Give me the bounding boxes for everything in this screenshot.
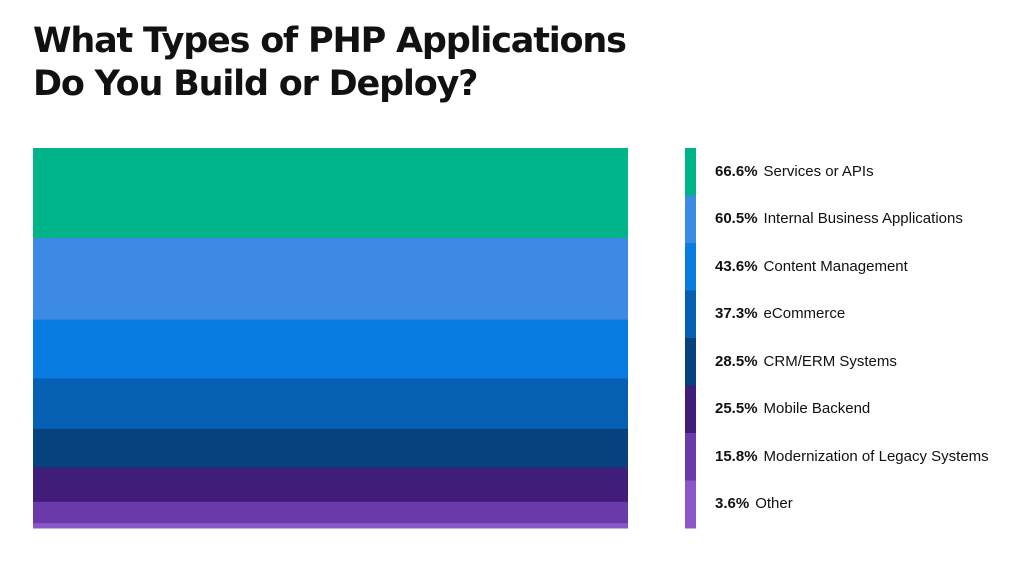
legend-swatch-content-management (685, 243, 696, 291)
legend-item-other: 3.6% Other (715, 494, 793, 514)
legend-item-mobile-backend: 25.5% Mobile Backend (715, 399, 870, 419)
legend-value: 3.6% (715, 495, 750, 513)
bar-segment-services-or-apis (33, 148, 628, 239)
legend-item-content-management: 43.6% Content Management (715, 257, 908, 277)
legend-label: eCommerce (763, 305, 846, 323)
legend-label: CRM/ERM Systems (763, 352, 897, 370)
legend-swatch-internal-business-applications (685, 195, 696, 244)
legend-label: Content Management (763, 257, 908, 275)
legend-value: 28.5% (715, 352, 758, 370)
legend-value: 37.3% (715, 305, 758, 323)
legend-label: Other (755, 495, 793, 513)
legend-label: Mobile Backend (763, 400, 871, 418)
bar-segment-crm-erm-systems (33, 428, 628, 468)
legend-item-internal-business-applications: 60.5% Internal Business Applications (715, 209, 963, 229)
legend-swatch-services-or-apis (685, 148, 696, 196)
bar-segment-mobile-backend (33, 467, 628, 503)
legend-value: 43.6% (715, 257, 758, 275)
legend-value: 25.5% (715, 400, 758, 418)
legend-item-ecommerce: 37.3% eCommerce (715, 304, 845, 324)
chart-title-line-2: Do You Build or Deploy? (33, 64, 478, 104)
legend-label: Modernization of Legacy Systems (763, 447, 989, 465)
legend-swatch-crm-erm-systems (685, 338, 696, 386)
chart-title-line-1: What Types of PHP Applications (33, 21, 627, 61)
legend-value: 66.6% (715, 162, 758, 180)
legend-item-services-or-apis: 66.6% Services or APIs (715, 162, 874, 182)
legend-value: 15.8% (715, 447, 758, 465)
legend-label: Internal Business Applications (763, 210, 963, 228)
legend-value: 60.5% (715, 210, 758, 228)
legend-swatch-other (685, 480, 696, 529)
bar-segment-content-management (33, 319, 628, 380)
legend-swatch-mobile-backend (685, 385, 696, 434)
legend-label: Services or APIs (763, 162, 874, 180)
legend-swatch-ecommerce (685, 290, 696, 339)
bar-segment-other (33, 523, 628, 529)
chart-title: What Types of PHP Applications Do You Bu… (33, 20, 627, 106)
bar-segment-modernization-of-legacy-systems (33, 501, 628, 524)
bar-segment-ecommerce (33, 378, 628, 430)
bar-segment-internal-business-applications (33, 237, 628, 321)
legend-swatch-modernization-of-legacy-systems (685, 433, 696, 481)
legend-item-modernization-of-legacy-systems: 15.8% Modernization of Legacy Systems (715, 447, 989, 467)
legend-item-crm-erm-systems: 28.5% CRM/ERM Systems (715, 352, 897, 372)
